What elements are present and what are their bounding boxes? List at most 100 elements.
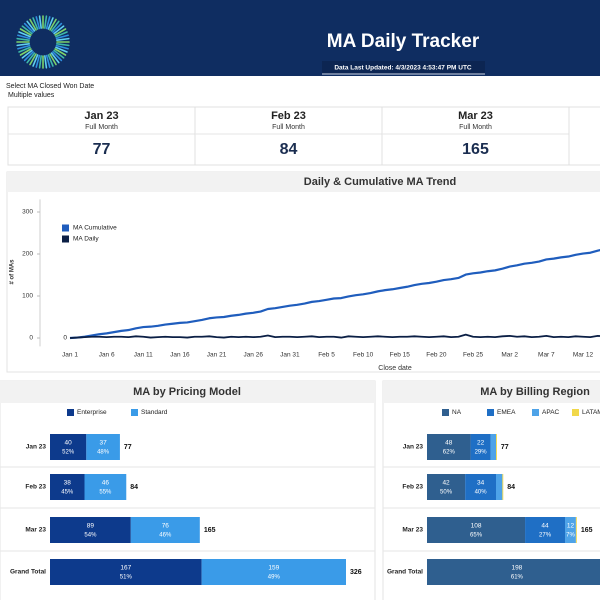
bar-segment — [427, 434, 471, 460]
x-tick-label: Jan 6 — [99, 352, 115, 359]
logo-ray — [56, 37, 70, 41]
bar-segment — [427, 517, 526, 543]
bar-value-label: 167 — [120, 565, 131, 572]
bar-share-label: 61% — [511, 575, 524, 581]
kpi-value: 84 — [280, 141, 298, 158]
bar-segment — [496, 474, 503, 500]
category-label: Grand Total — [387, 569, 423, 576]
bar-segment — [502, 474, 504, 500]
total-label: 326 — [350, 569, 362, 576]
logo-ray — [19, 28, 32, 36]
total-label: 77 — [501, 444, 509, 451]
header-band — [0, 0, 600, 76]
logo-ray — [53, 49, 65, 59]
kpi-period: Full Month — [459, 124, 492, 131]
bar-share-label: 48% — [97, 450, 110, 456]
legend-swatch — [442, 409, 449, 416]
line-series — [69, 333, 600, 339]
x-tick-label: Feb 25 — [463, 352, 484, 359]
bar-segment — [470, 434, 491, 460]
bar-segment — [201, 559, 346, 585]
bar-share-label: 7% — [566, 533, 575, 539]
logo-ray — [54, 28, 67, 36]
x-tick-label: Mar 2 — [501, 352, 518, 359]
x-tick-label: Jan 31 — [280, 352, 300, 359]
x-tick-label: Jan 26 — [243, 352, 263, 359]
legend-label: APAC — [542, 409, 560, 416]
legend-label: EMEA — [497, 409, 516, 416]
logo — [16, 15, 70, 69]
legend-swatch — [572, 409, 579, 416]
kpi-period: Full Month — [85, 124, 118, 131]
bar-share-label: 55% — [99, 490, 112, 496]
logo-ray — [26, 20, 36, 32]
plot-area — [69, 248, 600, 340]
category-label: Feb 23 — [402, 484, 423, 491]
bar-segment — [130, 517, 200, 543]
logo-ray — [55, 44, 69, 50]
bar-share-label: 40% — [475, 490, 488, 496]
kpi-month: Mar 23 — [458, 110, 493, 122]
bar-segment — [86, 434, 120, 460]
bar-share-label: 65% — [470, 533, 483, 539]
category-label: Mar 23 — [25, 527, 46, 534]
category-label: Grand Total — [10, 569, 46, 576]
header-title: MA Daily Tracker — [327, 31, 480, 52]
logo-ray — [44, 15, 48, 29]
bar-value-label: 38 — [64, 480, 72, 487]
logo-ray — [19, 48, 32, 56]
trend-title-band — [7, 172, 600, 192]
bar-value-label: 44 — [541, 523, 549, 530]
logo-ray — [17, 34, 31, 40]
logo-ray — [53, 25, 65, 35]
kpi-value: 165 — [462, 141, 489, 158]
x-tick-label: Jan 1 — [62, 352, 78, 359]
y-axis-label: # of MAs — [10, 259, 16, 285]
billing-title-band — [383, 381, 600, 403]
legend-label: LATAM — [582, 409, 600, 416]
legend-swatch — [487, 409, 494, 416]
logo-ray — [38, 15, 42, 29]
legend-swatch — [62, 235, 69, 243]
updated-text: Data Last Updated: 4/3/2023 4:53:47 PM U… — [334, 65, 472, 72]
bar-share-label: 49% — [268, 575, 281, 581]
bar-segment — [427, 474, 466, 500]
chart-title: MA by Pricing Model — [133, 386, 241, 398]
bar-share-label: 62% — [443, 450, 456, 456]
bar-share-label: 51% — [120, 575, 133, 581]
bar-segment — [50, 517, 131, 543]
logo-ray — [49, 53, 57, 66]
legend-swatch — [62, 224, 69, 232]
logo-ray — [44, 55, 48, 69]
kpi-month: Jan 23 — [84, 110, 118, 122]
logo-ray — [45, 16, 51, 30]
filter-label[interactable]: Select MA Closed Won Date — [6, 83, 94, 90]
logo-ray — [29, 18, 37, 31]
total-label: 84 — [507, 484, 515, 491]
kpi-card — [194, 106, 383, 166]
bar-value-label: 76 — [162, 523, 170, 530]
logo-ray — [17, 44, 31, 50]
legend-label: MA Daily — [73, 236, 99, 243]
updated-box — [322, 61, 485, 74]
bar-segment — [496, 434, 497, 460]
bar-value-label: 37 — [99, 440, 107, 447]
legend-label: Standard — [141, 409, 168, 416]
logo-ray — [32, 54, 39, 67]
logo-ray — [29, 53, 37, 66]
x-tick-label: Mar 7 — [538, 352, 555, 359]
logo-ray — [21, 49, 33, 59]
data-label: 0 — [63, 335, 67, 342]
legend-label: NA — [452, 409, 462, 416]
logo-ray — [50, 20, 60, 32]
y-tick-label: 200 — [22, 251, 33, 258]
bar-value-label: 34 — [477, 480, 485, 487]
bar-share-label: 29% — [475, 450, 488, 456]
category-label: Mar 23 — [402, 527, 423, 534]
logo-ray — [16, 43, 30, 47]
legend-label: MA Cumulative — [73, 225, 117, 232]
x-tick-label: Jan 16 — [170, 352, 190, 359]
filter-value[interactable]: Multiple values — [8, 92, 55, 99]
